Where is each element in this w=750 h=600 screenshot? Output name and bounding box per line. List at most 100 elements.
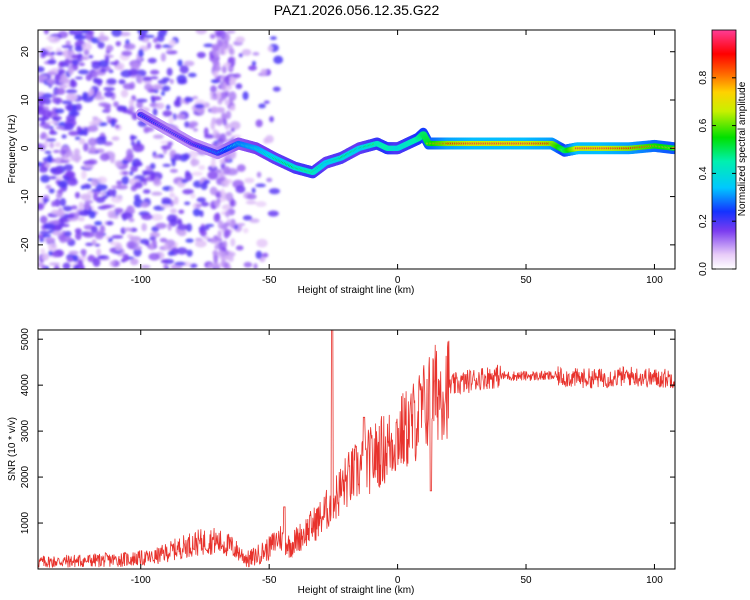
spectrogram-cell	[178, 209, 185, 214]
spectrogram-cell	[194, 240, 207, 248]
spectrogram-cell	[245, 200, 257, 205]
spectrogram-cell	[215, 212, 221, 220]
spectrogram-cell	[223, 77, 231, 83]
spectrogram-cell	[77, 53, 83, 59]
spectrogram-cell	[222, 118, 227, 126]
spectrogram-cell	[128, 104, 135, 113]
spectrogram-cell	[126, 240, 136, 250]
spectrogram-cell	[91, 62, 101, 70]
spectrogram-cell	[88, 54, 94, 59]
spectrogram-cell	[136, 98, 148, 103]
figure-title: PAZ1.2026.056.12.35.G22	[273, 2, 440, 18]
spectrogram-cell	[55, 125, 65, 130]
spectrogram-cell	[207, 263, 213, 269]
spectrogram-cell	[130, 165, 138, 173]
spectrogram-cell	[241, 49, 252, 56]
colorbar-tick-label: 0.8	[698, 70, 709, 84]
spectrogram-cell	[161, 197, 172, 203]
spectrogram-cell	[267, 210, 279, 217]
spectrogram-ytick-label: -20	[20, 237, 31, 252]
spectrogram-cell	[184, 96, 194, 103]
spectrogram-cell	[69, 80, 78, 88]
spectrogram-cell	[221, 246, 227, 252]
spectrogram-cell	[40, 248, 46, 254]
spectrogram-cell	[116, 184, 128, 190]
spectrogram-cell	[150, 96, 162, 101]
spectrogram-cell	[71, 110, 80, 117]
spectrogram-cell	[242, 91, 249, 101]
spectrogram-cell	[215, 192, 221, 198]
spectrogram-cell	[219, 157, 225, 165]
spectrogram-xtick-label: 100	[646, 275, 663, 286]
spectrogram-cell	[68, 30, 76, 36]
spectrogram-cell	[129, 258, 139, 266]
spectrogram-cell	[122, 83, 135, 90]
spectrogram-cell	[74, 45, 84, 52]
spectrogram-cell	[55, 88, 66, 95]
spectrogram-cell	[115, 243, 123, 252]
spectrogram-cell	[122, 171, 129, 176]
spectrogram-cell	[52, 97, 63, 104]
spectrogram-cell	[249, 218, 260, 224]
spectrogram-cell	[186, 223, 193, 232]
colorbar-axis: 0.0 0.2 0.4 0.6 0.8	[698, 70, 736, 276]
spectrogram-cell	[238, 222, 246, 227]
spectrogram-cell	[171, 158, 176, 167]
snr-xtick-label: -100	[131, 575, 151, 586]
spectrogram-cell	[46, 120, 59, 124]
spectrogram-cell	[242, 215, 253, 221]
spectrogram-cell	[134, 161, 143, 167]
spectrogram-cell	[255, 250, 263, 260]
spectrogram-ylabel: Frequency (Hz)	[7, 115, 18, 184]
spectrogram-cell	[135, 69, 147, 77]
spectrogram-cell	[114, 207, 124, 214]
spectrogram-cell	[176, 247, 188, 255]
spectrogram-cell	[67, 213, 75, 219]
spectrogram-cell	[159, 30, 169, 33]
spectrogram-cell	[208, 165, 218, 172]
spectrogram-cell	[80, 264, 85, 269]
spectrogram-cell	[40, 174, 50, 183]
spectrogram-cell	[39, 230, 50, 235]
spectrogram-cell	[263, 100, 270, 104]
snr-xtick-label: 100	[646, 575, 663, 586]
spectrogram-cell	[83, 49, 90, 56]
spectrogram-cell	[152, 134, 164, 139]
spectrogram-cell	[166, 47, 173, 52]
spectrogram-cell	[77, 216, 85, 222]
spectrogram-cell	[59, 84, 68, 89]
spectrogram-cell	[46, 79, 56, 84]
spectrogram-cell	[103, 86, 116, 92]
spectrogram-cell	[224, 85, 233, 91]
spectrogram-cell	[54, 108, 65, 114]
colorbar-tick-label: 0.2	[698, 214, 709, 228]
spectrogram-cell	[217, 220, 224, 230]
spectrogram-cell	[88, 88, 94, 96]
spectrogram-cell	[255, 183, 266, 188]
spectrogram-cell	[217, 250, 225, 257]
spectrogram-cell	[182, 189, 194, 195]
spectrogram-cell	[95, 183, 108, 191]
spectrogram-cell	[160, 145, 172, 150]
spectrogram-cell	[212, 254, 219, 259]
spectrogram-cell	[177, 59, 183, 67]
snr-xtick-label: 50	[520, 575, 532, 586]
spectrogram-cell	[136, 101, 144, 109]
spectrogram-cell	[120, 212, 133, 220]
spectrogram-cell	[187, 72, 197, 78]
spectrogram-cell	[40, 131, 47, 139]
spectrogram-cell	[203, 43, 214, 48]
spectrogram-cell	[137, 30, 149, 35]
spectrogram-cell	[72, 254, 79, 262]
spectrogram-cell	[48, 176, 58, 180]
spectrogram-cell	[262, 252, 269, 258]
spectrogram-cell	[211, 43, 220, 52]
spectrogram-cell	[203, 236, 210, 240]
spectrogram-cell	[78, 62, 85, 67]
spectrogram-cell	[38, 203, 45, 211]
spectrogram-cell	[177, 79, 186, 85]
spectrogram-cell	[88, 30, 95, 36]
spectrogram-cell	[81, 250, 87, 257]
spectrogram-cell	[165, 104, 171, 110]
spectrogram-cell	[87, 125, 99, 133]
